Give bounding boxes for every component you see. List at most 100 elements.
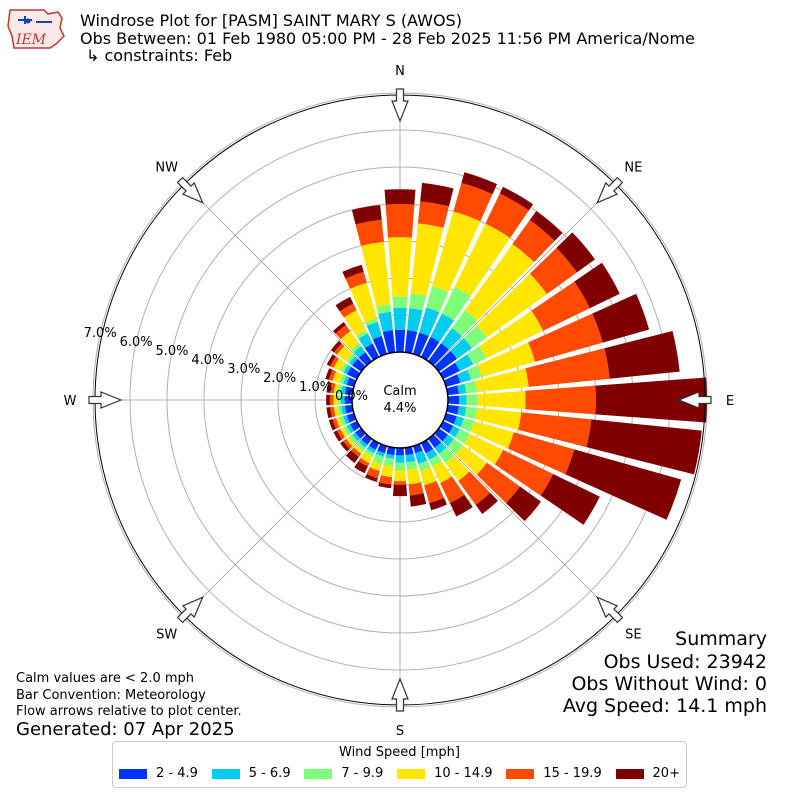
windrose-bar-segment [405, 453, 416, 463]
windrose-bar-segment [326, 354, 336, 367]
windrose-bar-segment [407, 308, 423, 332]
windrose-bar-segment [409, 293, 427, 311]
windrose-bar-segment [343, 415, 350, 425]
windrose-bar-segment [586, 419, 702, 475]
windrose-bar-segment [595, 377, 707, 423]
windrose-bar-segment [464, 380, 478, 394]
convention-note: Bar Convention: Meteorology [16, 688, 206, 703]
flow-arrow-icon [88, 391, 123, 409]
windrose-bar-segment [351, 343, 362, 353]
windrose-bar-segment [353, 346, 366, 358]
windrose-bar-segment [365, 474, 378, 482]
windrose-bar-segment [477, 390, 526, 410]
windrose-bar-segment [476, 273, 547, 338]
windrose-bar-segment [604, 331, 680, 379]
radial-tick-label: 0.0% [335, 389, 368, 404]
windrose-bar-segment [346, 436, 355, 447]
windrose-bar-segment [334, 343, 345, 355]
windrose-bar-segment [556, 232, 595, 273]
windrose-bar-segment [485, 193, 529, 238]
windrose-bar-segment [434, 442, 447, 454]
windrose-bar-segment [333, 395, 338, 405]
windrose-bar-segment [494, 449, 554, 496]
windrose-bar-segment [417, 201, 449, 228]
windrose-bar-segment [441, 286, 471, 321]
windrose-bar-segment [447, 438, 463, 455]
windrose-bar-segment [336, 417, 343, 428]
windrose-bar-segment [340, 395, 345, 405]
flow-arrow-icon [677, 391, 712, 409]
windrose-bar-segment [345, 271, 367, 289]
windrose-bar-segment [438, 447, 455, 463]
windrose-bar-segment [455, 428, 470, 444]
radial-tick-label: 2.0% [263, 371, 296, 386]
calm-circle [351, 351, 449, 449]
windrose-bar-segment [337, 345, 353, 362]
direction-label: W [64, 394, 77, 409]
windrose-bar-segment [410, 223, 444, 297]
windrose-bar-segment [430, 313, 455, 342]
windrose-bar-segment [358, 333, 373, 349]
windrose-bar-segment [337, 405, 343, 416]
legend-item: 10 - 14.9 [397, 766, 493, 781]
windrose-bar-segment [341, 405, 347, 415]
windrose-bar-segment [344, 395, 353, 405]
windrose-bar-segment [443, 374, 461, 387]
direction-label: E [726, 394, 734, 409]
windrose-bar-segment [383, 457, 395, 467]
legend-item: 20+ [615, 766, 680, 781]
windrose-bar-segment [448, 425, 460, 438]
flow-arrow-icon [391, 677, 409, 712]
summary-heading: Summary [675, 628, 767, 650]
windrose-bar-segment [386, 446, 396, 456]
windrose-bar-segment [451, 310, 478, 337]
windrose-bar-segment [346, 424, 355, 434]
windrose-bar-segment [525, 385, 596, 415]
windrose-bar-segment [446, 385, 459, 396]
windrose-bar-segment [432, 461, 452, 484]
windrose-bar-segment [394, 470, 406, 482]
windrose-bar-segment [333, 430, 342, 442]
windrose-bar-segment [352, 432, 361, 442]
windrose-bar-segment [333, 406, 340, 417]
windrose-bar-segment [476, 462, 520, 504]
windrose-bar-segment [394, 462, 406, 471]
windrose-bar-segment [418, 460, 431, 472]
windrose-bar-segment [394, 329, 406, 353]
speed-legend: Wind Speed [mph] 2 - 4.9 5 - 6.9 7 - 9.9 10… [112, 741, 687, 788]
windrose-bar-segment [395, 455, 405, 463]
flow-note: Flow arrows relative to plot center. [16, 704, 242, 719]
summary-avg-speed: Avg Speed: 14.1 mph [562, 695, 767, 717]
windrose-bar-segment [428, 343, 449, 366]
legend-label: 20+ [652, 766, 680, 781]
direction-label: S [396, 724, 404, 739]
calm-percent: 4.4% [383, 401, 416, 416]
windrose-bar-segment [428, 434, 442, 448]
windrose-bar-segment [463, 325, 487, 349]
windrose-bar-segment [445, 455, 470, 481]
windrose-bar-segment [458, 395, 467, 405]
windrose-bar-segment [366, 467, 380, 479]
windrose-bar-segment [512, 220, 555, 263]
windrose-bar-segment [343, 425, 352, 436]
direction-spoke [183, 433, 367, 617]
flow-arrow-icon [176, 176, 204, 204]
windrose-bar-segment [407, 468, 421, 485]
windrose-bar-segment [343, 375, 350, 385]
windrose-bar-segment [366, 445, 376, 454]
windrose-bar-segment [442, 434, 454, 447]
windrose-bar-segment [475, 407, 522, 430]
windrose-bar-segment [343, 364, 352, 375]
direction-label: SW [156, 627, 177, 642]
windrose-bar-segment [419, 307, 440, 336]
windrose-bar-segment [441, 328, 462, 350]
windrose-bar-segment [420, 182, 454, 207]
direction-label: N [395, 64, 405, 79]
legend-swatch [506, 768, 535, 779]
windrose-bar-segment [450, 338, 472, 359]
direction-label: NW [155, 161, 178, 176]
windrose-bar-segment [443, 413, 457, 425]
windrose-bar-segment [458, 471, 491, 505]
windrose-bar-segment [331, 340, 342, 353]
windrose-bar-segment [404, 330, 418, 354]
